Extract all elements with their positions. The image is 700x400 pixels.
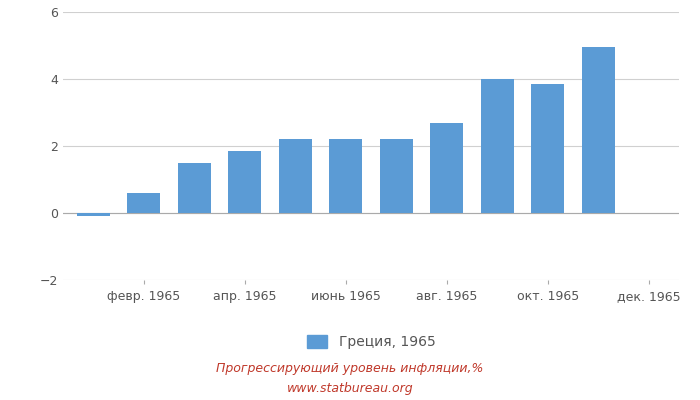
Bar <box>279 139 312 213</box>
Bar <box>329 139 362 213</box>
Text: www.statbureau.org: www.statbureau.org <box>287 382 413 395</box>
Bar <box>228 151 261 213</box>
Legend: Греция, 1965: Греция, 1965 <box>307 335 435 349</box>
Bar <box>481 79 514 213</box>
Bar <box>77 213 110 216</box>
Bar <box>178 163 211 213</box>
Text: Прогрессирующий уровень инфляции,%: Прогрессирующий уровень инфляции,% <box>216 362 484 375</box>
Bar <box>531 84 564 213</box>
Bar <box>127 193 160 213</box>
Bar <box>582 47 615 213</box>
Bar <box>430 122 463 213</box>
Bar <box>380 139 413 213</box>
